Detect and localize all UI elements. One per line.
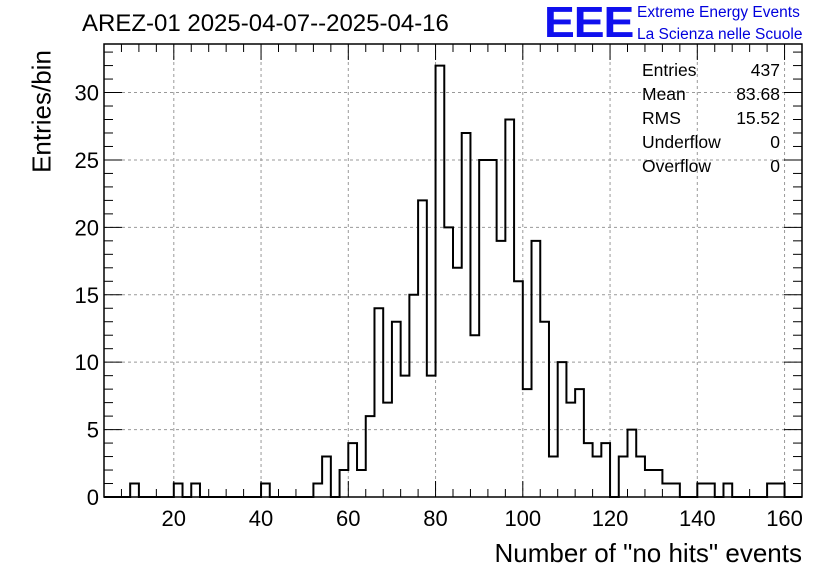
axis-ticks xyxy=(104,44,803,498)
x-tick-label: 60 xyxy=(336,506,360,531)
logo-line-1: Extreme Energy Events xyxy=(637,4,800,21)
stats-value: 437 xyxy=(750,60,780,80)
x-tick-label: 100 xyxy=(504,506,541,531)
stats-value: 83.68 xyxy=(736,84,780,104)
x-tick-label: 160 xyxy=(766,506,803,531)
y-tick-label: 0 xyxy=(87,485,99,510)
y-tick-label: 30 xyxy=(75,81,99,106)
stats-label: Mean xyxy=(642,84,686,104)
y-axis-label: Entries/bin xyxy=(26,50,57,173)
stats-value: 0 xyxy=(770,156,780,176)
x-tick-label: 20 xyxy=(162,506,186,531)
eee-logo: EEE xyxy=(544,0,634,47)
y-tick-label: 5 xyxy=(87,418,99,443)
stats-row-underflow: Underflow 0 xyxy=(642,130,780,154)
stats-row-rms: RMS 15.52 xyxy=(642,106,780,130)
x-tick-label: 40 xyxy=(249,506,273,531)
x-tick-label: 80 xyxy=(423,506,447,531)
stats-row-mean: Mean 83.68 xyxy=(642,82,780,106)
y-tick-label: 15 xyxy=(75,283,99,308)
stats-label: Overflow xyxy=(642,156,712,176)
stats-row-overflow: Overflow 0 xyxy=(642,154,780,178)
stats-label: RMS xyxy=(642,108,681,128)
y-tick-label: 25 xyxy=(75,148,99,173)
stats-value: 0 xyxy=(770,132,780,152)
axis-tick-labels: 20 40 60 80 100 120 140 160 0 5 10 15 20 25 30 xyxy=(75,81,803,531)
y-tick-label: 20 xyxy=(75,215,99,240)
logo-line-2: La Scienza nelle Scuole xyxy=(637,26,803,43)
stats-value: 15.52 xyxy=(736,108,780,128)
chart-title: AREZ-01 2025-04-07--2025-04-16 xyxy=(82,10,449,37)
x-tick-label: 120 xyxy=(592,506,629,531)
stats-row-entries: Entries 437 xyxy=(642,58,780,82)
stats-label: Underflow xyxy=(642,132,721,152)
stats-box: Entries 437 Mean 83.68 RMS 15.52 Underfl… xyxy=(642,58,780,178)
x-axis-label: Number of "no hits" events xyxy=(494,538,803,568)
stats-label: Entries xyxy=(642,60,697,80)
y-tick-label: 10 xyxy=(75,350,99,375)
x-tick-label: 140 xyxy=(679,506,716,531)
